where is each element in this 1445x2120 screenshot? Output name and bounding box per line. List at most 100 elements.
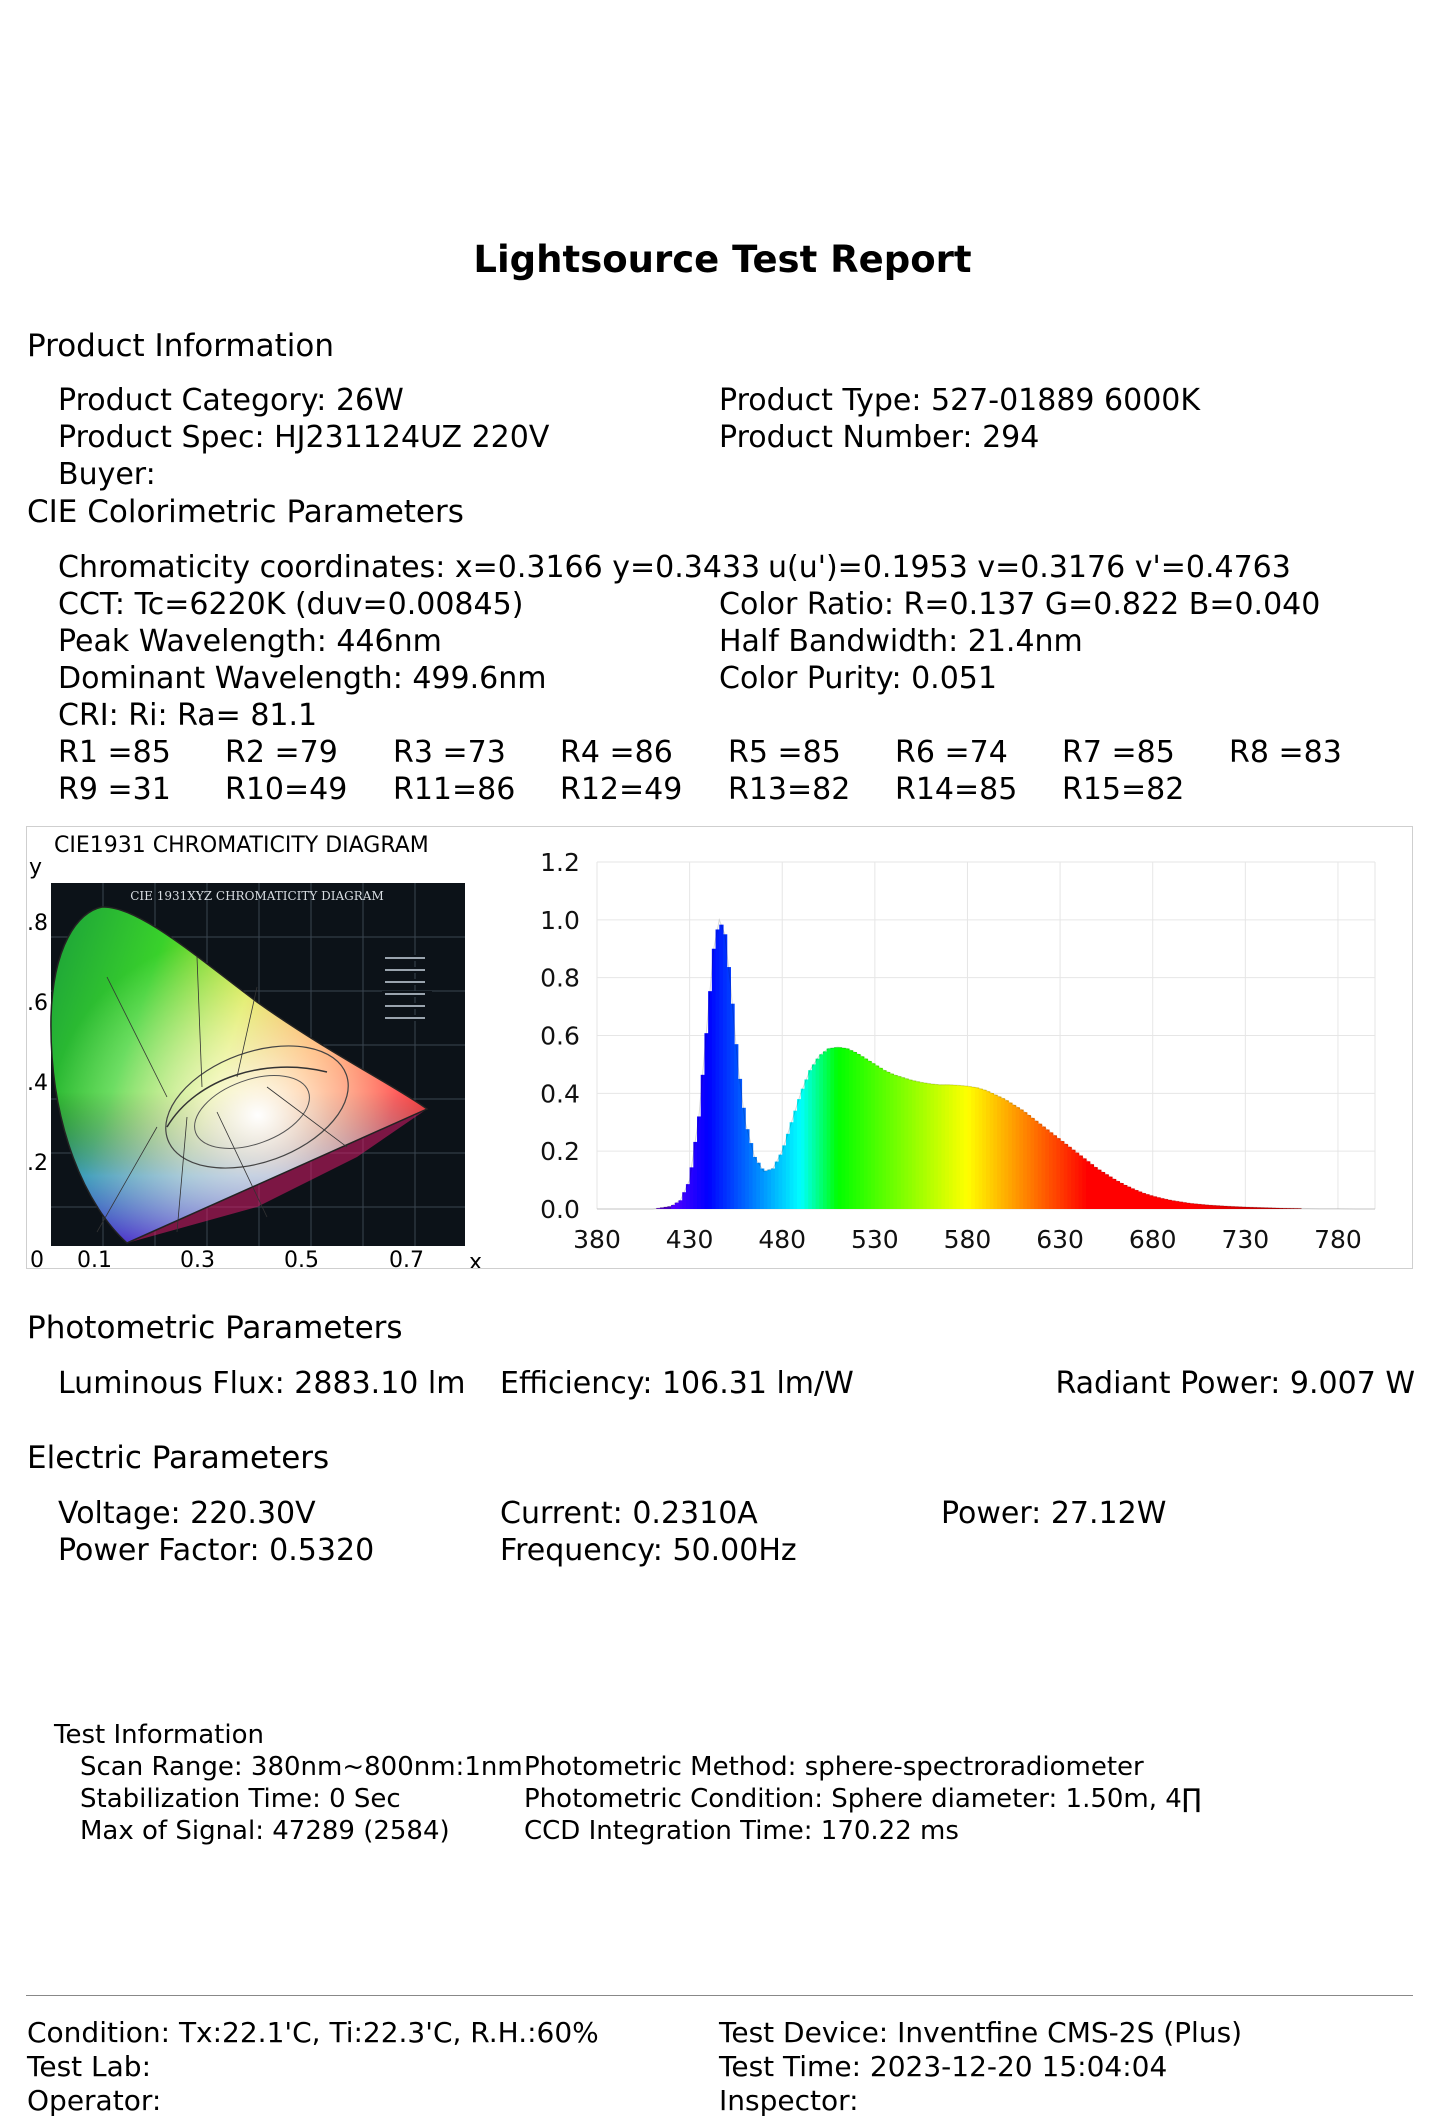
r-value: R14=85 (895, 772, 1018, 807)
spectrum-bar (1048, 1132, 1054, 1209)
radiant-power: Radiant Power: 9.007 W (1055, 1366, 1415, 1401)
spectrum-bar (700, 1074, 706, 1209)
frequency: Frequency: 50.00Hz (500, 1533, 797, 1568)
buyer: Buyer: (58, 457, 156, 492)
spectrum-bar (789, 1122, 794, 1209)
r-value: R10=49 (225, 772, 348, 807)
spectrum-bar (797, 1099, 802, 1209)
diagram-x-tick: 0.3 (180, 1248, 215, 1268)
spectrum-bar (819, 1054, 824, 1209)
spectrum-bar (1271, 1207, 1276, 1209)
spectrum-bar (1123, 1184, 1128, 1209)
spectrum-bar (1145, 1194, 1150, 1209)
diagram-y-tick: .6 (27, 991, 48, 1016)
cct: CCT: Tc=6220K (duv=0.00845) (58, 587, 524, 622)
spectrum-bar (926, 1083, 932, 1209)
spectrum-bar (1234, 1206, 1239, 1209)
diagram-x-tick: 0.1 (77, 1248, 112, 1268)
spectrum-bar (1045, 1129, 1050, 1209)
r-value: R8 =83 (1229, 735, 1342, 770)
spectrum-bar (734, 1044, 739, 1209)
spectrum-bar (1078, 1155, 1083, 1209)
spectrum-bar (893, 1075, 898, 1209)
spectrum-bar (889, 1073, 894, 1209)
spectrum-bar (1219, 1205, 1224, 1209)
spectrum-bar (867, 1060, 872, 1209)
spectrum-bar (1104, 1174, 1109, 1209)
voltage: Voltage: 220.30V (58, 1496, 316, 1531)
spectrum-bar (1111, 1178, 1117, 1209)
y-tick-label: 0.6 (540, 1022, 580, 1051)
x-tick-label: 530 (851, 1225, 899, 1254)
diagram-y-tick: .2 (27, 1151, 48, 1176)
spectrum-bar (1108, 1176, 1113, 1209)
spectrum-bar (697, 1116, 702, 1209)
spectrum-bar (1015, 1107, 1020, 1209)
electric-heading: Electric Parameters (27, 1440, 330, 1476)
spectrum-bar (678, 1200, 683, 1209)
spectrum-bar (1293, 1208, 1298, 1209)
spectrum-bar (1000, 1098, 1006, 1209)
spectrum-bar (897, 1076, 902, 1209)
spectrum-bar (948, 1084, 954, 1209)
efficiency: Efficiency: 106.31 lm/W (500, 1366, 854, 1401)
spectrum-bar (1019, 1109, 1024, 1209)
spectrum-bar (1174, 1201, 1180, 1209)
spectrum-bar (808, 1070, 813, 1209)
spectrum-bar (793, 1110, 798, 1209)
diagram-x-tick: 0.5 (284, 1248, 319, 1268)
spectrum-bar (682, 1192, 687, 1209)
spectrum-bar (1278, 1208, 1283, 1209)
spectrum-bar (1274, 1207, 1280, 1209)
spectrum-bar (993, 1094, 998, 1209)
x-tick-label: 480 (758, 1225, 806, 1254)
spectrum-bar (885, 1071, 891, 1209)
footer-lab: Test Lab: (27, 2050, 152, 2083)
spectrum-bar (715, 929, 720, 1209)
r-value: R6 =74 (895, 735, 1008, 770)
power-factor: Power Factor: 0.5320 (58, 1533, 375, 1568)
spectrum-bar (1193, 1203, 1198, 1209)
scan-range: Scan Range: 380nm~800nm:1nm (80, 1752, 523, 1782)
spectrum-bar (1063, 1143, 1069, 1209)
spectrum-bar (811, 1064, 817, 1209)
spectrum-bar (1115, 1181, 1120, 1209)
spectrum-bar (1171, 1200, 1176, 1209)
spectrum-bar (1260, 1207, 1265, 1209)
y-tick-label: 1.2 (540, 848, 580, 877)
diagram-x-tick: 0 (30, 1248, 44, 1268)
spectrum-bar (1286, 1208, 1291, 1209)
spectrum-bar (923, 1082, 928, 1209)
footer-divider (26, 1995, 1413, 1996)
spectrum-bar (1097, 1169, 1102, 1209)
spectrum-bar (741, 1107, 746, 1209)
spectrum-bar (1178, 1201, 1183, 1209)
spectrum-bar (1289, 1208, 1295, 1209)
spectrum-bar (971, 1086, 976, 1209)
spectrum-bar (1241, 1206, 1246, 1209)
spectrum-bar (800, 1088, 806, 1209)
r-value: R12=49 (560, 772, 683, 807)
test-info-heading: Test Information (54, 1720, 264, 1750)
spectrum-bar (752, 1156, 757, 1209)
spectrum-bar (1141, 1193, 1146, 1209)
spectrum-bar (1297, 1208, 1302, 1209)
luminous-flux: Luminous Flux: 2883.10 lm (58, 1366, 466, 1401)
spectrum-bar (919, 1082, 924, 1209)
spectrum-bar (1152, 1196, 1158, 1209)
spectrum-bar (1163, 1199, 1169, 1209)
spectrum-bar (711, 948, 717, 1209)
spectrum-bar (1252, 1207, 1258, 1209)
spectrum-bar (760, 1168, 765, 1209)
spectrum-bar (730, 1003, 735, 1209)
spectrum-bar (1067, 1146, 1072, 1209)
diagram-y-axis-label: y (29, 855, 42, 880)
spectrum-bar (915, 1081, 920, 1209)
cri: CRI: Ri: Ra= 81.1 (58, 698, 318, 733)
spectrum-bar (945, 1084, 950, 1209)
spectrum-bar (782, 1145, 787, 1209)
photometric-condition: Photometric Condition: Sphere diameter: … (524, 1784, 1202, 1814)
x-tick-label: 430 (666, 1225, 714, 1254)
spectrum-bar (1137, 1191, 1143, 1209)
spectrum-bar (1008, 1102, 1013, 1209)
